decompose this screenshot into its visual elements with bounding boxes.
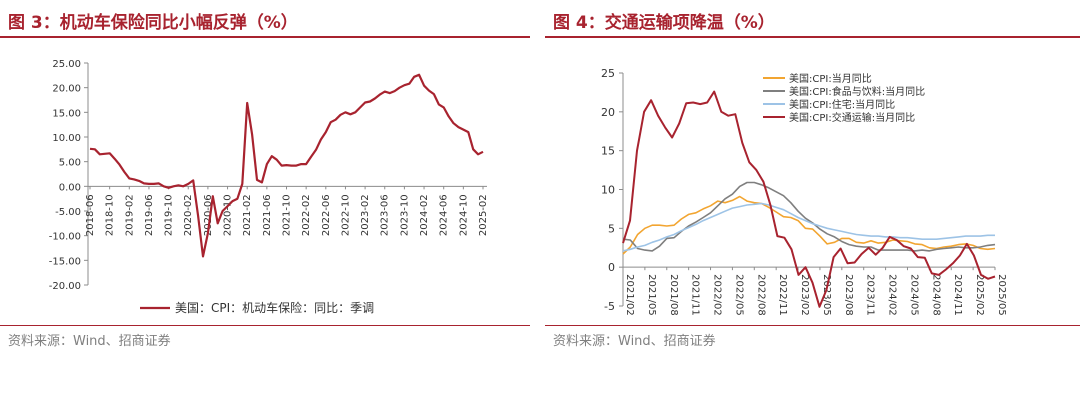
x-tick-label: 2018-10 [105, 194, 116, 236]
x-tick-label: 2024-06 [439, 194, 450, 236]
series-line [622, 202, 995, 252]
y-tick-label: 5.00 [59, 158, 81, 169]
y-tick-label: -5.00 [55, 207, 81, 218]
y-tick-label: -15.00 [49, 256, 81, 267]
x-tick-label: 2023-06 [380, 194, 391, 236]
x-tick-label: 2022/08 [755, 274, 766, 316]
x-tick-label: 2020-10 [223, 194, 234, 236]
chart-title: 图 4：交通运输项降温（%） [553, 13, 775, 33]
y-tick-label: 15 [601, 145, 615, 158]
x-tick-label: 2023/11 [865, 274, 876, 316]
x-tick-label: 2022/11 [777, 274, 788, 316]
x-tick-label: 2020-02 [183, 194, 194, 236]
x-tick-label: 2021-10 [282, 194, 293, 236]
x-tick-label: 2021-02 [242, 194, 253, 236]
x-tick-label: 2025/05 [996, 274, 1007, 316]
x-tick-label: 2022-10 [340, 194, 351, 236]
x-tick-label: 2020-06 [203, 194, 214, 236]
y-tick-label: 5 [608, 222, 615, 235]
footer-rule [545, 325, 1080, 326]
x-tick-label: 2019-10 [164, 194, 175, 236]
x-tick-label: 2024-02 [419, 194, 430, 236]
x-tick-label: 2021/02 [624, 274, 635, 316]
x-tick-label: 2025/02 [974, 274, 985, 316]
x-tick-label: 2019-02 [124, 194, 135, 236]
x-tick-label: 2022/05 [733, 274, 744, 316]
y-tick-label: 20.00 [52, 84, 81, 95]
x-tick-label: 2023/05 [821, 274, 832, 316]
x-tick-label: 2024/02 [887, 274, 898, 316]
x-tick-label: 2022/02 [712, 274, 723, 316]
series-line [89, 73, 484, 258]
chart-panel-right: 图 4：交通运输项降温（%） 25 20 15 10 5 0 -5 2021/02 2021/0… [545, 0, 1080, 411]
y-tick-label: -5 [604, 300, 615, 313]
x-tick-label: 2024/05 [908, 274, 919, 316]
legend-label: 美国:CPI:食品与饮料:当月同比 [789, 85, 925, 98]
legend-label: 美国:CPI:当月同比 [789, 72, 872, 85]
x-tick-label: 2019-06 [144, 194, 155, 236]
source-note: 资料来源：Wind、招商证券 [8, 334, 171, 349]
y-tick-label: 10 [601, 184, 615, 197]
x-tick-label: 2021/05 [646, 274, 657, 316]
series-line [622, 181, 996, 252]
legend-label: 美国：CPI：机动车保险：同比：季调 [175, 300, 374, 315]
x-tick-label: 2024/08 [930, 274, 941, 316]
series-line [622, 195, 996, 255]
y-tick-label: 25.00 [52, 59, 81, 70]
x-tick-label: 2023-02 [360, 194, 371, 236]
source-note: 资料来源：Wind、招商证券 [553, 334, 716, 349]
y-tick-label: 25 [601, 67, 615, 80]
chart-canvas: 25.00 20.00 15.00 10.00 5.00 0.00 -5.00 -10.00 -… [49, 59, 489, 315]
x-tick-label: 2022-06 [321, 194, 332, 236]
chart-panel-left: 图 3：机动车保险同比小幅反弹（%） 25.00 20.00 15.00 10.00 5… [0, 0, 530, 411]
x-tick-label: 2023/02 [799, 274, 810, 316]
footer-rule [0, 325, 530, 326]
x-tick-label: 2024-10 [458, 194, 469, 236]
y-tick-label: -10.00 [49, 232, 81, 243]
legend-label: 美国:CPI:住宅:当月同比 [789, 98, 895, 111]
chart-canvas: 25 20 15 10 5 0 -5 2021/02 2021/05 2021/08 2021/11… [601, 67, 1007, 316]
y-tick-label: -20.00 [49, 281, 81, 292]
y-tick-label: 20 [601, 106, 615, 119]
x-tick-label: 2023/08 [843, 274, 854, 316]
chart-title: 图 3：机动车保险同比小幅反弹（%） [8, 13, 298, 33]
y-tick-label: 0 [608, 261, 615, 274]
x-tick-label: 2023-10 [399, 194, 410, 236]
x-tick-label: 2022-02 [301, 194, 312, 236]
y-tick-label: 0.00 [59, 182, 81, 193]
x-tick-label: 2025-02 [478, 194, 489, 236]
legend-label: 美国:CPI:交通运输:当月同比 [789, 111, 915, 124]
x-tick-label: 2021/08 [668, 274, 679, 316]
x-tick-label: 2021/11 [690, 274, 701, 316]
title-rule [545, 36, 1080, 38]
x-tick-label: 2021-06 [262, 194, 273, 236]
x-tick-label: 2024/11 [952, 274, 963, 316]
y-tick-label: 15.00 [52, 108, 81, 119]
title-rule [0, 36, 530, 38]
x-tick-label: 2018-06 [85, 194, 96, 236]
series-line [622, 90, 996, 308]
y-tick-label: 10.00 [52, 133, 81, 144]
